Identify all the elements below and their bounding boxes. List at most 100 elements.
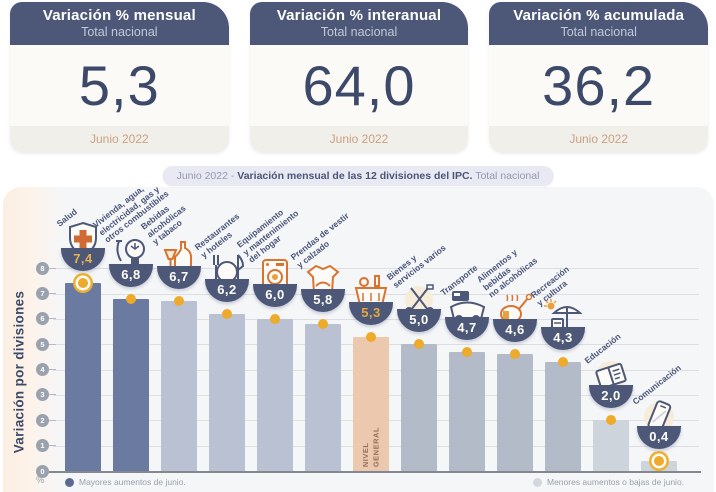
bus-icon (447, 288, 487, 328)
tick-tail (49, 394, 56, 396)
card-period: Junio 2022 (489, 126, 709, 153)
value-badge-division-9: 4,6 (493, 319, 537, 343)
marker-division-9 (510, 349, 520, 360)
card-title: Variación % interanual (276, 7, 442, 24)
chart-title: Junio 2022 - Variación mensual de las 12… (162, 166, 554, 186)
marker-division-0 (78, 278, 88, 289)
tick-tail (49, 369, 56, 371)
card-period: Junio 2022 (249, 126, 469, 153)
card-period: Junio 2022 (10, 126, 229, 153)
gridline-8 (53, 268, 699, 270)
card-subtitle: Total nacional (320, 25, 398, 39)
chart-title-scope: Total nacional (472, 170, 540, 182)
card-value: 36,2 (542, 54, 656, 117)
tick-tail (49, 419, 56, 421)
value-badge-division-7: 5,0 (397, 309, 441, 333)
value-badge-division-8: 4,7 (445, 316, 489, 340)
card-header: Variación % mensual Total nacional (10, 2, 229, 45)
card-variacion-interanual: Variación % interanual Total nacional 64… (249, 2, 469, 153)
value-badge-division-4: 6,0 (253, 283, 297, 307)
tick-tail (49, 343, 56, 345)
legend-dot-light (533, 477, 542, 487)
marker-division-5 (318, 318, 328, 329)
y-tick-3: 3 (36, 388, 49, 402)
tick-tail (49, 318, 56, 320)
y-tick-8: 8 (36, 261, 49, 275)
value-badge-division-11: 2,0 (589, 385, 633, 409)
card-header: Variación % interanual Total nacional (249, 2, 469, 45)
marker-division-11 (606, 415, 616, 426)
y-tick-6: 6 (36, 312, 49, 326)
card-title: Variación % acumulada (513, 7, 685, 24)
bar-division-5 (305, 323, 341, 471)
card-subtitle: Total nacional (560, 25, 637, 39)
y-tick-1: 1 (36, 439, 49, 453)
book-icon (591, 356, 631, 396)
chart-title-main: Variación mensual de las 12 divisiones d… (237, 170, 473, 182)
bar-division-2 (161, 301, 197, 471)
value-badge-division-3: 6,2 (205, 278, 249, 302)
bar-division-4 (257, 318, 293, 471)
card-header: Variación % acumulada Total nacional (489, 2, 709, 45)
legend-label: Mayores aumentos de junio. (79, 477, 186, 487)
chicken-icon (495, 290, 535, 330)
marker-division-12 (654, 455, 664, 466)
marker-division-6 (366, 331, 376, 342)
value-badge-division-6: 5,3 (349, 301, 393, 325)
tshirt-icon (303, 260, 343, 300)
legend-menores: Menores aumentos o bajas de junio. (533, 477, 684, 487)
bar-division-1 (113, 298, 149, 471)
value-badge-division-10: 4,3 (541, 326, 585, 350)
marker-division-2 (174, 296, 184, 307)
value-badge-division-5: 5,8 (301, 288, 345, 312)
tick-tail (49, 267, 56, 269)
marker-division-1 (126, 293, 136, 304)
chart-title-period: Junio 2022 - (176, 170, 238, 182)
card-title: Variación % mensual (42, 7, 196, 24)
legend-label: Menores aumentos o bajas de junio. (547, 477, 685, 487)
marker-division-3 (222, 308, 232, 319)
summary-cards: Variación % mensual Total nacional 5,3 J… (10, 2, 709, 153)
divisions-chart: Variación por divisiones 0 1 2 3 4 5 6 7 8 7,4 Sal… (3, 183, 714, 492)
marker-division-4 (270, 313, 280, 324)
card-subtitle: Total nacional (81, 25, 158, 39)
bar-division-9 (497, 354, 533, 471)
bar-division-8 (449, 351, 485, 471)
bar-division-6 (353, 336, 389, 471)
y-tick-4: 4 (36, 363, 49, 377)
marker-division-7 (414, 339, 424, 350)
phone-icon (639, 397, 679, 437)
cutlery-icon (207, 250, 247, 290)
bar-division-7 (401, 344, 437, 471)
umbrella-icon (543, 298, 583, 338)
card-value: 5,3 (78, 54, 160, 117)
marker-division-8 (462, 346, 472, 357)
nivel-general-label: NIVEL GENERAL (361, 426, 381, 467)
legend-dot-dark (65, 477, 74, 487)
bar-division-11 (593, 420, 629, 471)
lightbulb-icon (111, 235, 151, 275)
y-axis-strip (3, 187, 63, 492)
y-tick-0: 0 (36, 464, 49, 478)
unit-label: % (36, 475, 45, 486)
card-value: 64,0 (302, 54, 416, 117)
bar-division-3 (209, 313, 245, 471)
marker-division-10 (558, 356, 568, 367)
bar-division-12 (641, 460, 677, 471)
value-badge-division-12: 0,4 (637, 425, 681, 449)
card-variacion-mensual: Variación % mensual Total nacional 5,3 J… (10, 2, 229, 153)
y-tick-7: 7 (36, 287, 49, 301)
value-badge-division-1: 6,8 (109, 263, 153, 287)
tick-tail (49, 293, 56, 295)
legend-mayores: Mayores aumentos de junio. (65, 477, 186, 487)
y-tick-5: 5 (36, 337, 49, 351)
bar-division-10 (545, 361, 581, 471)
value-badge-division-2: 6,7 (157, 266, 201, 290)
y-tick-2: 2 (36, 413, 49, 427)
x-axis-line (47, 471, 701, 473)
bar-division-0 (65, 283, 101, 471)
value-badge-division-0: 7,4 (61, 248, 105, 272)
tick-tail (49, 445, 56, 447)
card-variacion-acumulada: Variación % acumulada Total nacional 36,… (489, 2, 709, 153)
